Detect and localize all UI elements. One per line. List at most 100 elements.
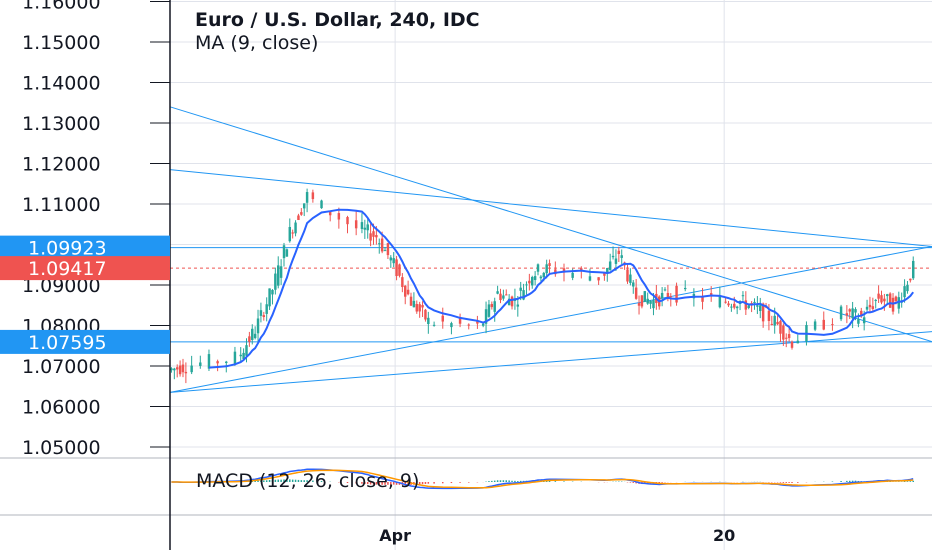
candle-body xyxy=(245,345,247,356)
grid-lines xyxy=(170,0,932,550)
candle-body xyxy=(684,288,686,289)
candle-body xyxy=(395,259,397,276)
candle-body xyxy=(280,266,282,278)
candle-body xyxy=(234,352,236,364)
candle-body xyxy=(742,295,744,296)
candle-body xyxy=(398,264,400,275)
candle-body xyxy=(727,303,729,305)
candle-body xyxy=(776,322,778,324)
y-tick-label: 1.14000 xyxy=(22,73,101,95)
candle-body xyxy=(612,256,614,257)
candle-body xyxy=(392,258,394,263)
candle-body xyxy=(773,316,775,326)
candle-body xyxy=(303,203,305,208)
candle-body xyxy=(863,317,865,323)
chart-title: Euro / U.S. Dollar, 240, IDC xyxy=(195,9,480,31)
candle-body xyxy=(912,261,914,278)
candle-body xyxy=(416,304,418,312)
candle-body xyxy=(274,274,276,290)
candle-body xyxy=(418,304,420,311)
candle-body xyxy=(248,336,250,341)
macd-pane xyxy=(0,458,932,515)
candle-body xyxy=(883,299,885,302)
candle-body xyxy=(427,318,429,324)
candle-body xyxy=(179,365,181,374)
candle-body xyxy=(895,297,897,301)
candle-body xyxy=(675,286,677,303)
candle-body xyxy=(407,290,409,295)
candle-body xyxy=(768,311,770,321)
y-tick-label: 1.15000 xyxy=(22,32,101,54)
candle-body xyxy=(338,213,340,219)
candle-body xyxy=(857,319,859,323)
candle-body xyxy=(652,300,654,308)
candle-body xyxy=(268,288,270,306)
candle-body xyxy=(289,227,291,241)
candle-body xyxy=(736,307,738,308)
candle-body xyxy=(208,354,210,369)
candle-body xyxy=(442,316,444,322)
candle-body xyxy=(482,324,484,326)
candle-body xyxy=(468,325,470,326)
y-tick-label: 1.13000 xyxy=(22,113,101,135)
candle-body xyxy=(719,297,721,308)
y-tick-label: 1.16000 xyxy=(22,0,101,14)
trendline[interactable] xyxy=(170,332,932,393)
candle-body xyxy=(548,263,550,266)
candle-body xyxy=(375,235,377,237)
candle-body xyxy=(410,297,412,306)
candle-body xyxy=(216,361,218,363)
candle-body xyxy=(488,304,490,316)
candle-body xyxy=(854,309,856,312)
candle-body xyxy=(664,289,666,290)
candle-body xyxy=(182,365,184,373)
y-tick-label: 1.11000 xyxy=(22,194,101,216)
x-axis-labels: Apr 20 xyxy=(379,526,735,545)
candle-body xyxy=(271,290,273,294)
candle-body xyxy=(260,310,262,316)
candle-body xyxy=(597,277,599,280)
candle-body xyxy=(499,294,501,300)
candle-body xyxy=(263,315,265,317)
candle-body xyxy=(190,366,192,373)
candle-body xyxy=(886,294,888,296)
candle-body xyxy=(745,300,747,309)
candle-body xyxy=(823,320,825,330)
candle-body xyxy=(346,217,348,224)
candle-body xyxy=(173,369,175,371)
candle-body xyxy=(421,305,423,307)
candle-body xyxy=(571,273,573,278)
candle-body xyxy=(401,277,403,287)
candle-body xyxy=(294,223,296,234)
candle-body xyxy=(185,372,187,373)
candle-body xyxy=(199,362,201,365)
trendline[interactable] xyxy=(170,170,932,247)
candle-body xyxy=(517,305,519,307)
trendline[interactable] xyxy=(170,107,932,342)
candle-body xyxy=(632,282,634,286)
candle-body xyxy=(291,232,293,233)
candle-body xyxy=(638,303,640,306)
candle-body xyxy=(528,281,530,284)
candle-body xyxy=(756,305,758,307)
candle-body xyxy=(384,250,386,251)
candle-body xyxy=(626,269,628,281)
candle-body xyxy=(378,243,380,244)
candle-body xyxy=(390,257,392,260)
candle-body xyxy=(355,220,357,228)
candle-body xyxy=(791,342,793,348)
candle-body xyxy=(306,192,308,203)
candle-body xyxy=(239,355,241,356)
candle-body xyxy=(785,338,787,339)
candle-body xyxy=(615,258,617,263)
candle-body xyxy=(545,264,547,273)
candle-body xyxy=(519,288,521,291)
price-badge-label: 1.07595 xyxy=(28,332,107,354)
candle-body xyxy=(846,313,848,315)
candle-body xyxy=(364,228,366,230)
candle-body xyxy=(366,224,368,230)
candle-body xyxy=(840,307,842,320)
candle-body xyxy=(909,279,911,281)
